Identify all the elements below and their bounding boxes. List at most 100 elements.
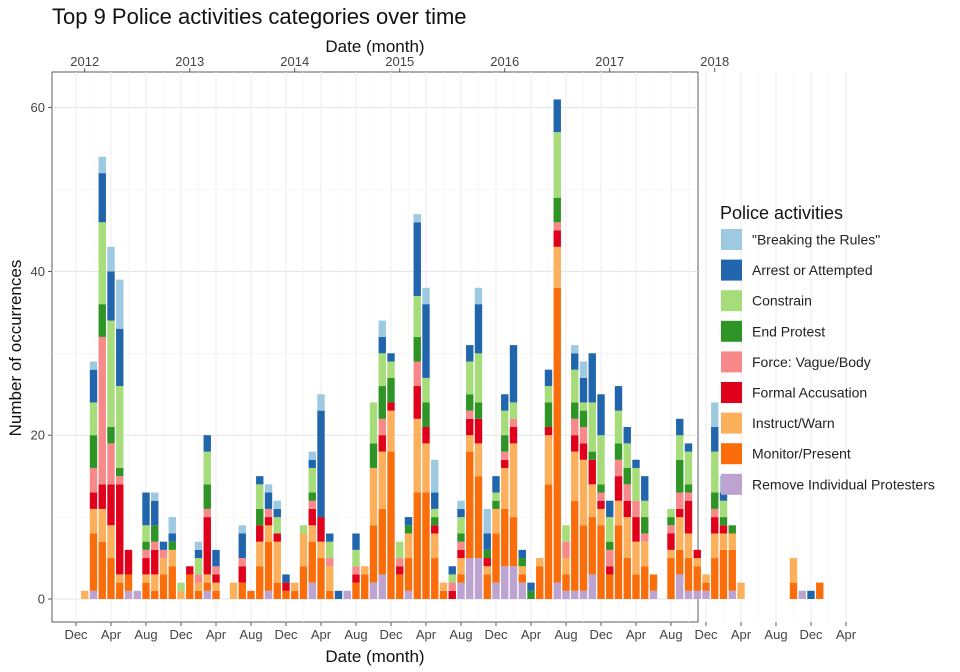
x-tick-label: Apr — [101, 627, 122, 642]
bar-segment: Instruct/Warn: 4 — [474, 443, 483, 477]
bar-segment: Instruct/Warn: 3 — [614, 500, 623, 526]
bar-segment: Instruct/Warn: 1 — [693, 558, 701, 567]
top-tick-label: 2014 — [280, 54, 309, 69]
bar-segment: Monitor/Present: 3 — [396, 574, 404, 599]
bar-segment: Monitor/Present: 1 — [457, 574, 465, 583]
bar-segment: Arrest or Attempted: 3 — [614, 386, 623, 411]
bar-segment: Instruct/Warn: 5 — [387, 410, 395, 452]
bar-segment: Formal Accusation: 2 — [711, 517, 719, 534]
bar-segment: Instruct/Warn: 2 — [264, 525, 273, 542]
top-tick-label: 2012 — [70, 54, 99, 69]
bar-segment: Constrain: 6 — [597, 435, 605, 485]
bar-segment: Instruct/Warn: 2 — [466, 435, 474, 452]
bar-segment: End Protest: 1 — [684, 484, 693, 493]
legend-swatch — [721, 473, 742, 495]
bar-segment: Constrain: 8 — [553, 132, 561, 198]
top-tick-label: 2017 — [595, 54, 624, 69]
bar-segment: Instruct/Warn: 3 — [89, 508, 98, 534]
bar-segment: Monitor/Present: 2 — [649, 574, 658, 591]
y-tick-label: 0 — [38, 592, 45, 607]
bar-segment: Instruct/Warn: 6 — [544, 435, 553, 485]
legend-swatch — [721, 259, 742, 281]
bar-segment: Constrain: 1 — [492, 492, 500, 501]
bar-segment: Formal Accusation: 1 — [273, 533, 281, 542]
bar-segment: Monitor/Present: 1 — [439, 590, 448, 599]
bar-segment: Remove Individual Protesters: 4 — [509, 566, 518, 599]
bar-segment: Instruct/Warn: 3 — [404, 533, 413, 559]
bar-segment: Instruct/Warn: 3 — [711, 533, 719, 559]
legend-swatch — [721, 290, 742, 312]
bar-segment: Formal Accusation: 1 — [457, 549, 465, 559]
bar-segment: Remove Individual Protesters: 1 — [798, 590, 806, 599]
bar-segment: "Breaking the Rules": 1 — [273, 500, 281, 509]
bar-segment: Arrest or Attempted: 2 — [501, 394, 509, 411]
bar-segment: End Protest: 4 — [676, 459, 684, 493]
bar-segment: Force: Vague/Body: 1 — [501, 451, 509, 460]
bar-segment: Monitor/Present: 2 — [816, 582, 824, 599]
bar-segment: End Protest: 2 — [466, 394, 474, 411]
bar-segment: Formal Accusation: 2 — [553, 230, 561, 247]
bar-segment: Arrest or Attempted: 1 — [273, 508, 281, 518]
bar-segment: Instruct/Warn: 1 — [142, 574, 150, 583]
bar-segment: Instruct/Warn: 2 — [308, 525, 316, 542]
bar-segment: Force: Vague/Body: 1 — [326, 558, 334, 567]
bar-segment: Constrain: 5 — [413, 295, 421, 337]
bar-segment: Monitor/Present: 5 — [431, 558, 439, 599]
bar-segment: Constrain: 1 — [448, 574, 456, 583]
bar-segment: Monitor/Present: 3 — [676, 549, 684, 575]
bar-segment: Instruct/Warn: 7 — [369, 467, 378, 526]
bar-segment: Monitor/Present: 7 — [369, 525, 378, 583]
bar-segment: Formal Accusation: 2 — [667, 533, 675, 550]
bar-segment: Formal Accusation: 1 — [352, 574, 360, 583]
bar-segment: Force: Vague/Body: 1 — [457, 541, 465, 550]
top-axis-title: Date (month) — [325, 37, 424, 56]
bar-segment: Monitor/Present: 1 — [291, 590, 299, 599]
bar-segment: End Protest: 1 — [168, 541, 176, 550]
bar-segment: Instruct/Warn: 1 — [203, 574, 211, 583]
bar-segment: Remove Individual Protesters: 3 — [378, 574, 386, 599]
bar-segment: Force: Vague/Body: 1 — [194, 574, 203, 583]
bar-segment: End Protest: 1 — [116, 467, 124, 477]
bar-segment: Arrest or Attempted: 2 — [676, 418, 684, 436]
bar-segment: Constrain: 2 — [544, 386, 553, 403]
bar-segment: Constrain: 6 — [474, 353, 483, 403]
bar-segment: Force: Vague/Body: 3 — [413, 361, 421, 387]
legend-label: End Protest — [752, 323, 825, 339]
y-tick-label: 20 — [31, 428, 45, 443]
bar-segment: Constrain: 2 — [509, 402, 518, 419]
bar-segment: Monitor/Present: 1 — [247, 590, 255, 599]
bar-segment: Remove Individual Protesters: 2 — [308, 582, 316, 599]
bar-segment: Monitor/Present: 9 — [614, 525, 623, 599]
bar-segment: Remove Individual Protesters: 1 — [203, 590, 211, 599]
bar-segment: "Breaking the Rules": 2 — [579, 361, 588, 378]
bar-segment: Force: Vague/Body: 2 — [676, 492, 684, 509]
bar-segment: Monitor/Present: 1 — [518, 574, 526, 583]
bar-segment: Arrest or Attempted: 2 — [378, 336, 386, 354]
bar-segment: Remove Individual Protesters: 2 — [369, 582, 378, 599]
bar-segment: Constrain: 10 — [116, 386, 124, 468]
bar-segment: End Protest: 1 — [527, 590, 535, 599]
bar-segment: Formal Accusation: 4 — [413, 386, 421, 419]
bar-segment: End Protest: 2 — [623, 467, 631, 485]
bar-segment: Monitor/Present: 18 — [387, 451, 395, 599]
bar-segment: Instruct/Warn: 4 — [299, 533, 308, 567]
bar-segment: Instruct/Warn: 9 — [509, 443, 518, 518]
bar-segment: Arrest or Attempted: 1 — [632, 459, 640, 468]
bar-segment: Formal Accusation: 1 — [387, 402, 395, 411]
bar-segment: Arrest or Attempted: 2 — [466, 345, 474, 362]
bar-segment: Constrain: 2 — [387, 361, 395, 378]
bar-segment: Instruct/Warn: 6 — [571, 451, 579, 501]
bar-segment: Instruct/Warn: 5 — [501, 467, 509, 509]
top-tick-label: 2018 — [700, 54, 729, 69]
x-tick-label: Aug — [449, 627, 472, 642]
legend-title: Police activities — [720, 203, 843, 223]
bar-segment: End Protest: 3 — [422, 402, 430, 428]
legend-swatch — [721, 351, 742, 373]
bar-segment: Constrain: 4 — [466, 361, 474, 395]
bar-segment: Arrest or Attempted: 3 — [238, 533, 246, 559]
bar-segment: End Protest: 3 — [413, 336, 421, 362]
bar-segment: Force: Vague/Body: 1 — [352, 566, 360, 575]
bar-segment: Monitor/Present: 1 — [702, 582, 710, 591]
bar-segment: Arrest or Attempted: 1 — [518, 549, 526, 559]
bar-segment: Monitor/Present: 7 — [501, 508, 509, 567]
